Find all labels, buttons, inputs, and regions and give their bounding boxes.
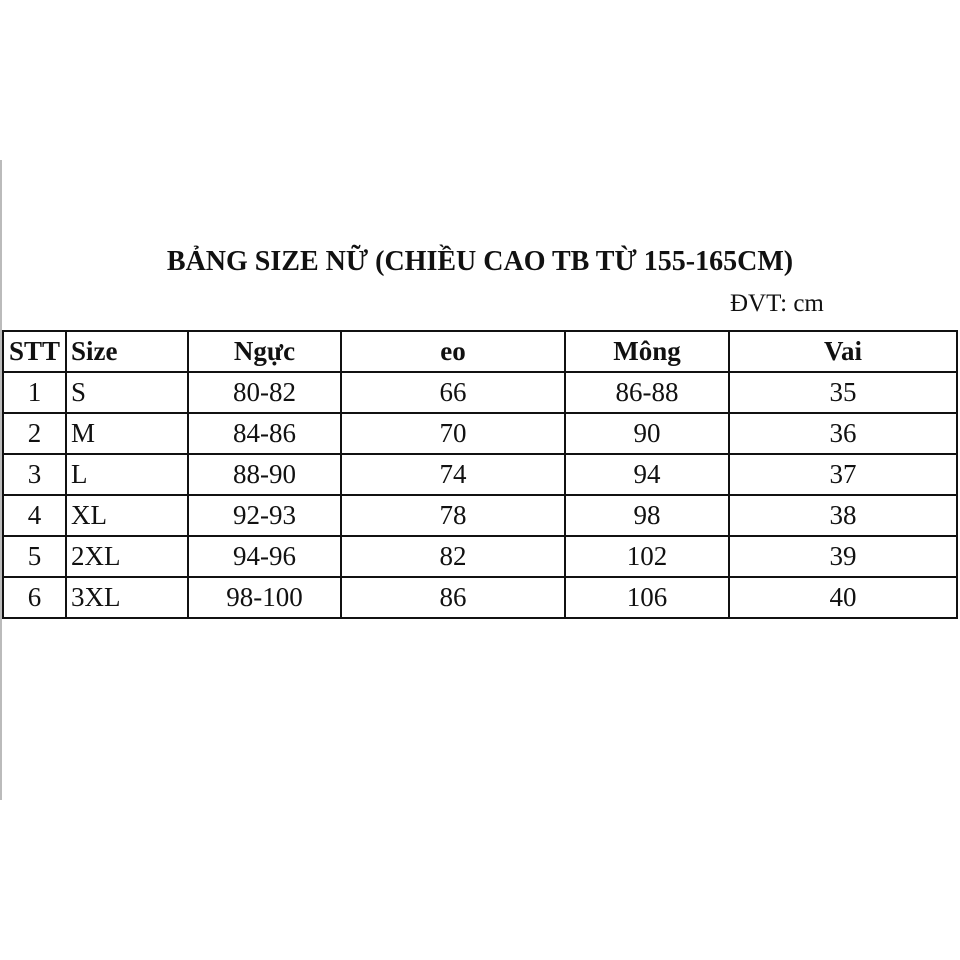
cell-mong: 106 bbox=[564, 576, 730, 619]
cell-size: S bbox=[65, 371, 189, 414]
table-row: 1 S 80-82 66 86-88 35 bbox=[2, 371, 958, 414]
header-vai: Vai bbox=[728, 330, 958, 373]
table-row: 5 2XL 94-96 82 102 39 bbox=[2, 535, 958, 578]
cell-stt: 3 bbox=[2, 453, 67, 496]
header-nguc: Ngực bbox=[187, 330, 342, 373]
cell-stt: 4 bbox=[2, 494, 67, 537]
table-row: 2 M 84-86 70 90 36 bbox=[2, 412, 958, 455]
cell-size: M bbox=[65, 412, 189, 455]
cell-size: L bbox=[65, 453, 189, 496]
cell-vai: 37 bbox=[728, 453, 958, 496]
cell-vai: 39 bbox=[728, 535, 958, 578]
header-eo: eo bbox=[340, 330, 566, 373]
cell-eo: 74 bbox=[340, 453, 566, 496]
header-size: Size bbox=[65, 330, 189, 373]
header-stt: STT bbox=[2, 330, 67, 373]
cell-mong: 98 bbox=[564, 494, 730, 537]
table-row: 6 3XL 98-100 86 106 40 bbox=[2, 576, 958, 619]
cell-eo: 70 bbox=[340, 412, 566, 455]
cell-nguc: 84-86 bbox=[187, 412, 342, 455]
cell-mong: 102 bbox=[564, 535, 730, 578]
table-header-row: STT Size Ngực eo Mông Vai bbox=[2, 330, 958, 373]
unit-label: ĐVT: cm bbox=[730, 290, 824, 317]
cell-mong: 86-88 bbox=[564, 371, 730, 414]
cell-mong: 94 bbox=[564, 453, 730, 496]
cell-size: 3XL bbox=[65, 576, 189, 619]
cell-eo: 66 bbox=[340, 371, 566, 414]
cell-vai: 40 bbox=[728, 576, 958, 619]
table-row: 3 L 88-90 74 94 37 bbox=[2, 453, 958, 496]
cell-eo: 78 bbox=[340, 494, 566, 537]
cell-stt: 1 bbox=[2, 371, 67, 414]
cell-vai: 36 bbox=[728, 412, 958, 455]
cell-vai: 35 bbox=[728, 371, 958, 414]
cell-vai: 38 bbox=[728, 494, 958, 537]
page-title: BẢNG SIZE NỮ (CHIỀU CAO TB TỪ 155-165CM) bbox=[166, 246, 794, 277]
cell-nguc: 98-100 bbox=[187, 576, 342, 619]
table-row: 4 XL 92-93 78 98 38 bbox=[2, 494, 958, 537]
cell-stt: 2 bbox=[2, 412, 67, 455]
cell-nguc: 92-93 bbox=[187, 494, 342, 537]
cell-stt: 5 bbox=[2, 535, 67, 578]
cell-stt: 6 bbox=[2, 576, 67, 619]
cell-eo: 86 bbox=[340, 576, 566, 619]
cell-eo: 82 bbox=[340, 535, 566, 578]
left-border-line bbox=[0, 160, 2, 800]
cell-mong: 90 bbox=[564, 412, 730, 455]
size-table: STT Size Ngực eo Mông Vai 1 S 80-82 66 86-88… bbox=[2, 330, 958, 619]
cell-nguc: 94-96 bbox=[187, 535, 342, 578]
cell-size: XL bbox=[65, 494, 189, 537]
cell-nguc: 80-82 bbox=[187, 371, 342, 414]
cell-nguc: 88-90 bbox=[187, 453, 342, 496]
header-mong: Mông bbox=[564, 330, 730, 373]
cell-size: 2XL bbox=[65, 535, 189, 578]
